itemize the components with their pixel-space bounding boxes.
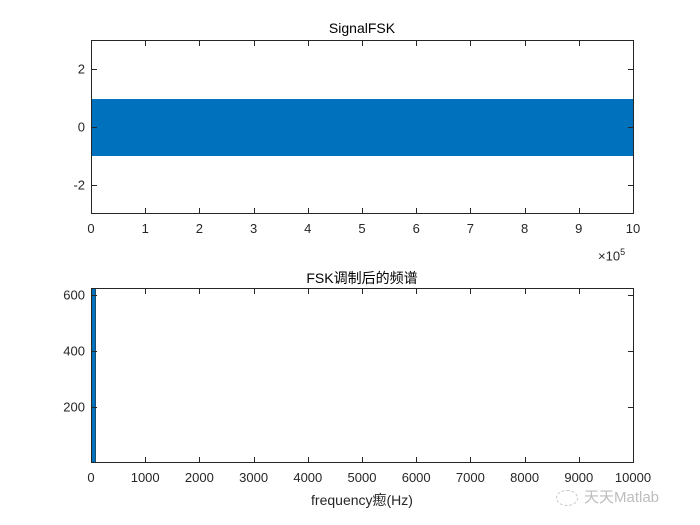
plot1-x-tick-label: 2 <box>195 221 204 236</box>
plot2-x-tick-mark <box>199 457 201 462</box>
plot1-x-tick-mark <box>633 41 634 46</box>
plot2-x-tick-mark <box>578 289 580 294</box>
plot2-x-tick-label: 9000 <box>564 470 594 485</box>
plot2-x-tick-label: 0 <box>87 470 95 485</box>
plot1-y-tick-mark <box>628 185 633 186</box>
plot1-y-tick-mark <box>92 69 97 70</box>
plot2-y-tick-mark <box>92 351 97 352</box>
plot1-x-tick-mark <box>416 208 418 213</box>
plot2-x-tick-label: 4000 <box>293 470 323 485</box>
watermark: 天天Matlab <box>556 486 659 507</box>
plot1-x-tick-label: 8 <box>520 221 529 236</box>
plot1-x-tick-mark <box>253 41 255 46</box>
plot2-y-tick-mark <box>92 295 97 296</box>
plot2-y-tick-mark <box>92 407 97 408</box>
plot2-x-tick-mark <box>524 457 526 462</box>
plot2-x-tick-mark <box>633 457 634 462</box>
plot2-x-tick-mark <box>470 457 472 462</box>
wechat-icon <box>556 490 578 507</box>
plot2-x-tick-mark <box>145 289 147 294</box>
plot2-x-axis-label: frequency瘛(Hz) <box>311 492 413 508</box>
plot1-axes <box>91 40 634 214</box>
plot1-x-tick-label: 7 <box>466 221 475 236</box>
plot2-spectrum-spike <box>92 289 96 462</box>
plot2-x-tick-mark <box>470 289 472 294</box>
plot2-x-tick-mark <box>524 289 526 294</box>
plot2-x-tick-label: 5000 <box>347 470 377 485</box>
plot1-x-tick-label: 10 <box>625 221 641 236</box>
plot1-x-tick-mark <box>253 208 255 213</box>
plot2-x-tick-mark <box>416 289 418 294</box>
plot2-y-tick-label: 600 <box>63 287 85 303</box>
plot1-x-tick-mark <box>362 208 363 213</box>
plot1-x-tick-mark <box>524 41 526 46</box>
plot1-y-tick-label: -2 <box>73 177 85 193</box>
plot2-y-tick-label: 400 <box>63 343 85 359</box>
plot2-x-tick-mark <box>362 289 363 294</box>
watermark-text: 天天Matlab <box>584 489 660 506</box>
plot2-x-tick-mark <box>578 457 580 462</box>
plot1-y-tick-label: 0 <box>77 119 85 135</box>
plot2-y-tick-mark <box>628 351 633 352</box>
plot2-x-tick-mark <box>199 289 201 294</box>
plot1-x-tick-label: 5 <box>358 221 366 236</box>
plot1-x-tick-mark <box>578 41 580 46</box>
plot2-x-tick-label: 8000 <box>510 470 540 485</box>
plot1-x-tick-label: 4 <box>304 221 312 236</box>
plot1-x-exponent: ×105 <box>598 247 625 263</box>
plot2-x-tick-mark <box>307 289 309 294</box>
plot1-x-tick-mark <box>199 208 201 213</box>
plot1-y-tick-mark <box>628 69 633 70</box>
plot1-x-tick-mark <box>145 208 147 213</box>
plot2-y-tick-label: 200 <box>63 399 85 415</box>
plot1-x-tick-mark <box>145 41 147 46</box>
plot2-x-tick-label: 1000 <box>130 470 160 485</box>
plot1-x-tick-mark <box>91 208 92 213</box>
plot1-y-tick-mark <box>92 185 97 186</box>
plot2-x-tick-label: 6000 <box>401 470 431 485</box>
plot1-x-tick-label: 0 <box>87 221 95 236</box>
plot2-x-tick-mark <box>253 289 255 294</box>
plot2-x-tick-label: 7000 <box>455 470 485 485</box>
plot1-signal-band <box>92 99 633 156</box>
plot1-x-tick-mark <box>307 208 309 213</box>
plot2-x-tick-mark <box>91 289 92 294</box>
plot2-x-tick-mark <box>253 457 255 462</box>
plot1-x-tick-mark <box>199 41 201 46</box>
plot2-x-tick-mark <box>307 457 309 462</box>
plot2-y-tick-mark <box>628 295 633 296</box>
plot2-x-tick-mark <box>145 457 147 462</box>
plot1-x-tick-label: 3 <box>249 221 258 236</box>
plot2-x-tick-mark <box>362 457 363 462</box>
plot2-title: FSK调制后的频谱 <box>306 270 418 286</box>
plot1-x-tick-mark <box>470 41 472 46</box>
exponent-power: 5 <box>620 247 626 257</box>
plot1-y-tick-mark <box>92 127 97 128</box>
plot2-y-tick-mark <box>628 407 633 408</box>
plot2-x-tick-label: 3000 <box>239 470 269 485</box>
plot1-x-tick-mark <box>416 41 418 46</box>
plot1-x-tick-mark <box>362 41 363 46</box>
plot1-x-tick-mark <box>524 208 526 213</box>
plot1-y-tick-label: 2 <box>77 61 85 77</box>
plot1-x-tick-mark <box>91 41 92 46</box>
plot1-x-tick-label: 1 <box>141 221 149 236</box>
plot1-x-tick-mark <box>578 208 580 213</box>
plot1-x-tick-label: 6 <box>412 221 420 236</box>
plot2-x-tick-label: 2000 <box>184 470 214 485</box>
plot2-x-tick-mark <box>416 457 418 462</box>
plot2-axes <box>91 288 634 463</box>
plot1-title: SignalFSK <box>328 20 396 36</box>
plot1-y-tick-mark <box>628 127 633 128</box>
exponent-base: ×10 <box>598 248 621 264</box>
plot2-x-tick-mark <box>633 289 634 294</box>
plot1-x-tick-label: 9 <box>575 221 583 236</box>
plot2-x-tick-mark <box>91 457 92 462</box>
plot1-x-tick-mark <box>633 208 634 213</box>
plot1-x-tick-mark <box>470 208 472 213</box>
plot2-x-tick-label: 10000 <box>614 470 652 485</box>
plot1-x-tick-mark <box>307 41 309 46</box>
